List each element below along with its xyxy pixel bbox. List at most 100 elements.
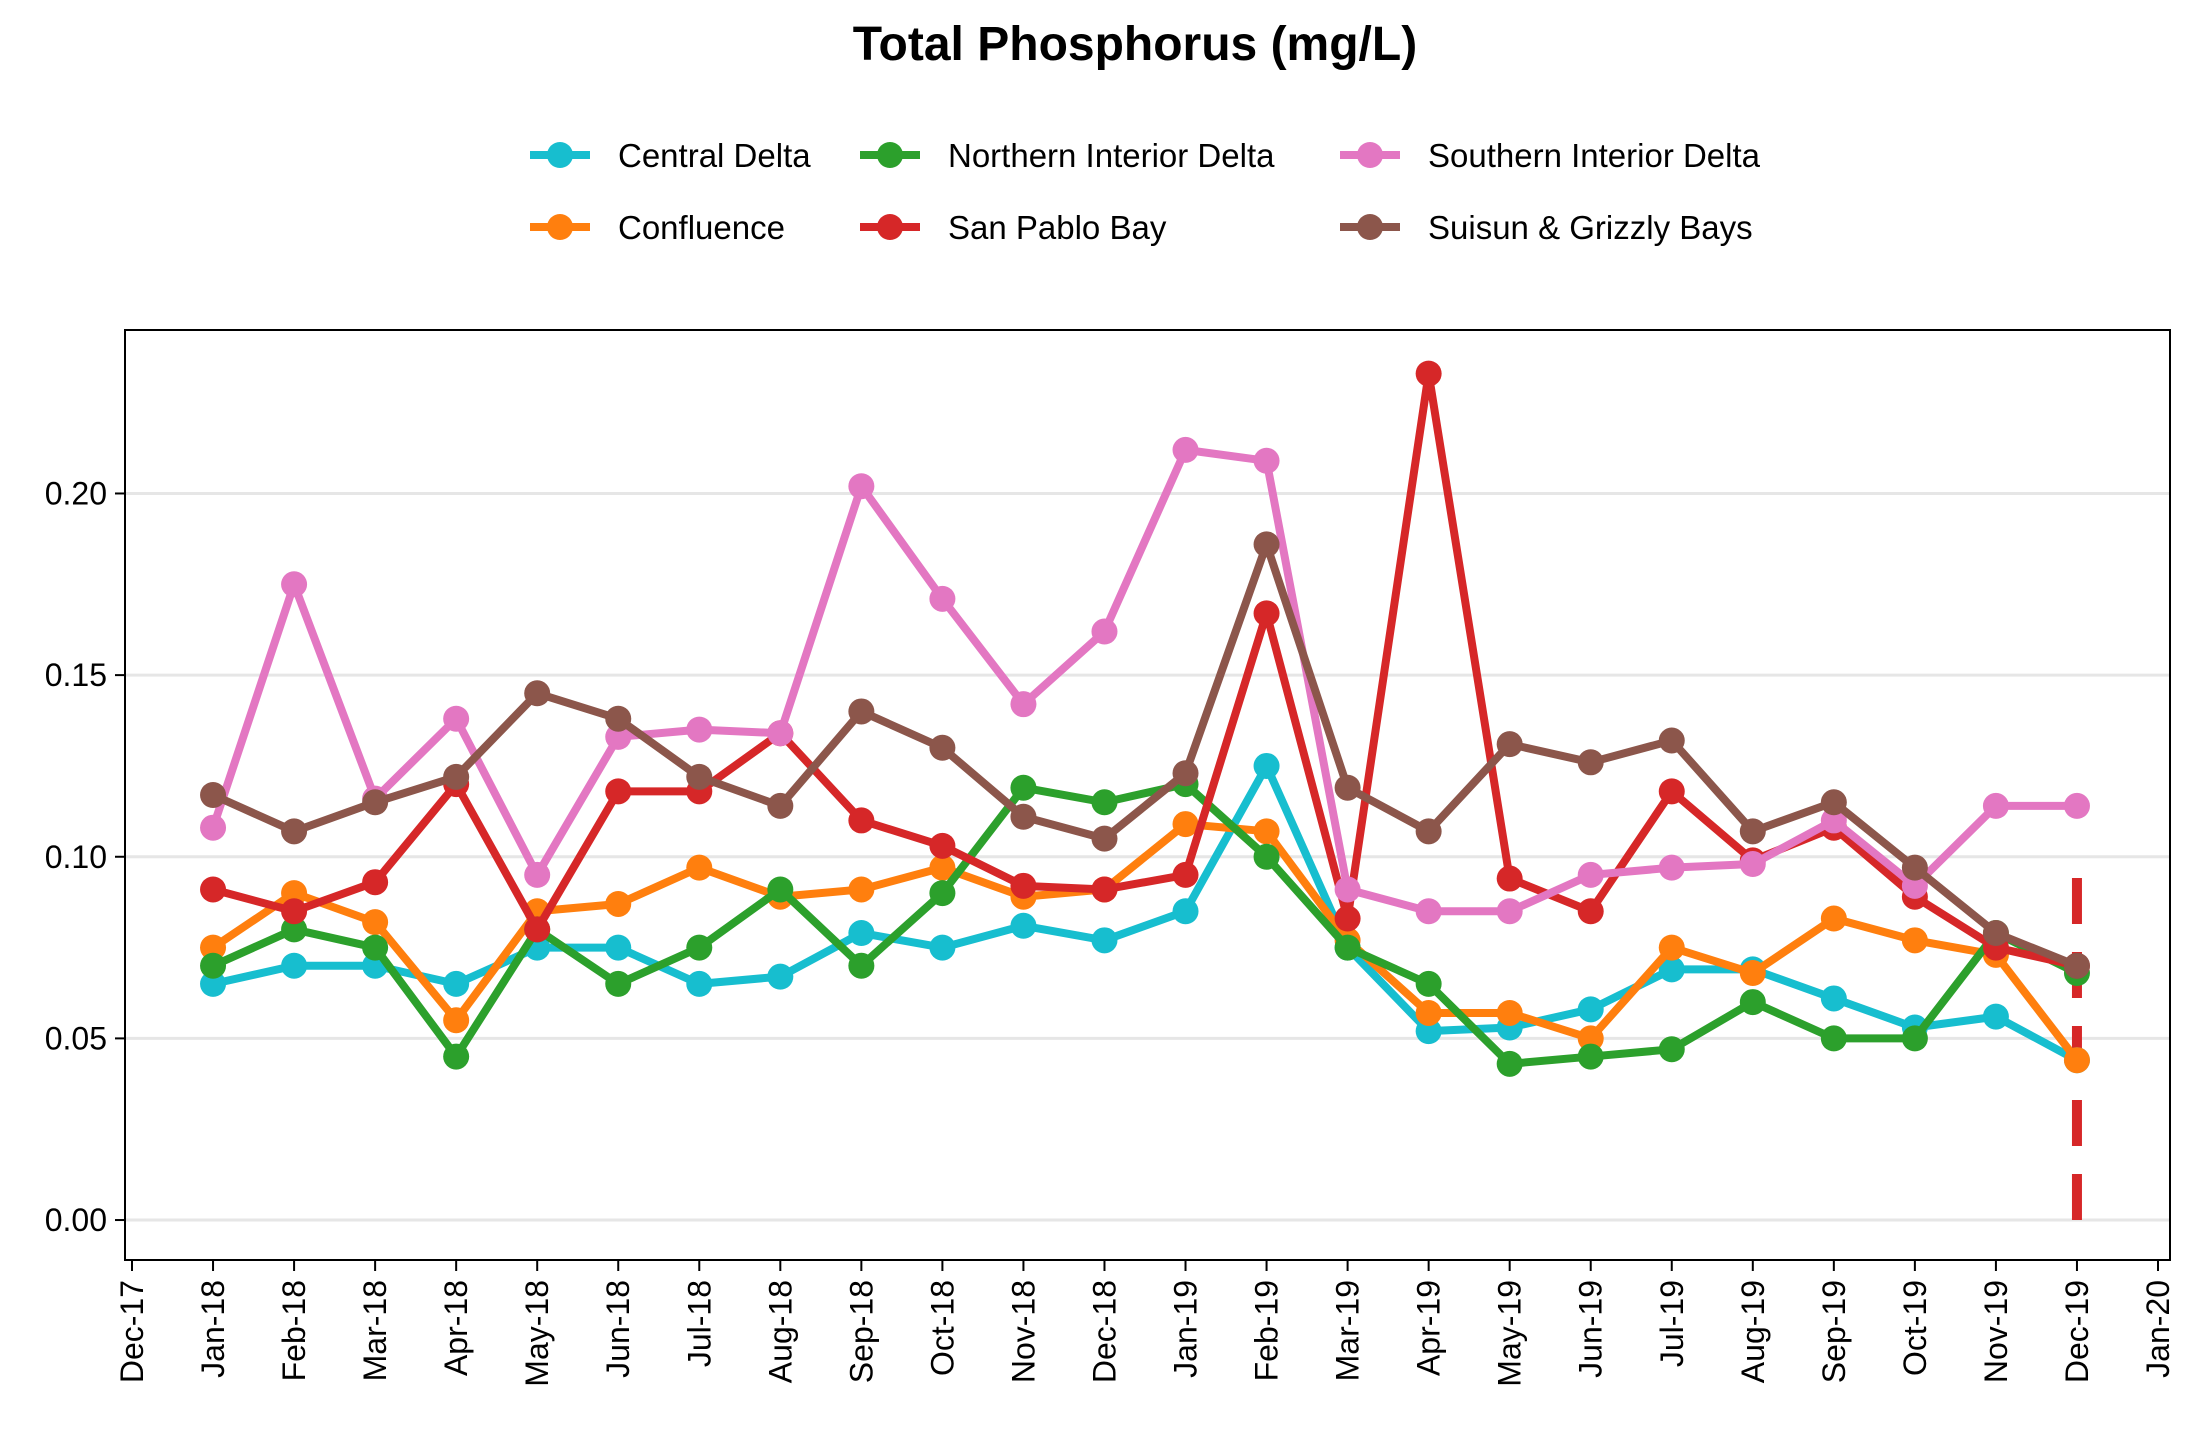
data-point [848, 876, 875, 903]
data-point [848, 807, 875, 834]
data-point [1820, 985, 1847, 1012]
data-point [1010, 774, 1037, 801]
data-point [1496, 865, 1523, 892]
x-tick-label: Mar-19 [1330, 1280, 1366, 1381]
data-point [848, 698, 875, 725]
series-5 [200, 531, 2090, 979]
legend-item: San Pablo Bay [860, 209, 1167, 246]
legend-point-swatch [877, 214, 903, 240]
data-point [200, 876, 227, 903]
x-tick-label: Jun-18 [600, 1280, 636, 1378]
x-tick-label: Jun-19 [1573, 1280, 1609, 1378]
data-point [686, 934, 713, 961]
x-tick-label: Jan-19 [1168, 1280, 1204, 1378]
data-point [605, 934, 632, 961]
data-point [1982, 1003, 2009, 1030]
data-point [200, 814, 227, 841]
x-tick-label: Jul-19 [1654, 1280, 1690, 1367]
x-tick-label: Feb-19 [1249, 1280, 1285, 1381]
x-tick-label: Feb-18 [276, 1280, 312, 1381]
legend-point-swatch [547, 142, 573, 168]
data-point [1496, 999, 1523, 1026]
data-point [281, 916, 308, 943]
data-point [1091, 927, 1118, 954]
y-tick-label: 0.05 [45, 1020, 107, 1056]
data-point [1739, 989, 1766, 1016]
x-tick-label: Dec-17 [114, 1280, 150, 1383]
legend-point-swatch [877, 142, 903, 168]
data-point [2063, 1047, 2090, 1074]
series-line [209, 445, 2081, 916]
data-point [686, 970, 713, 997]
data-point [1901, 927, 1928, 954]
legend-label: Northern Interior Delta [948, 137, 1275, 174]
data-point [605, 778, 632, 805]
data-point [1496, 898, 1523, 925]
data-point [443, 1043, 470, 1070]
data-point [1739, 960, 1766, 987]
data-point [605, 723, 632, 750]
data-point [929, 734, 956, 761]
data-point [281, 880, 308, 907]
data-point [443, 705, 470, 732]
data-point [1010, 912, 1037, 939]
data-point [1334, 876, 1361, 903]
data-point [1577, 1043, 1604, 1070]
data-point [1577, 749, 1604, 776]
x-tick-label: Dec-19 [2059, 1280, 2095, 1383]
y-tick-label: 0.00 [45, 1202, 107, 1238]
data-point [767, 963, 794, 990]
data-point [1334, 774, 1361, 801]
data-point [1091, 618, 1118, 645]
x-tick-label: Aug-18 [762, 1280, 798, 1383]
legend-point-swatch [547, 214, 573, 240]
data-point [1172, 861, 1199, 888]
data-point [1820, 1025, 1847, 1052]
data-point [281, 818, 308, 845]
data-point [200, 782, 227, 808]
series-2 [200, 771, 2090, 1077]
data-point [605, 890, 632, 917]
x-tick-label: May-19 [1492, 1280, 1528, 1387]
legend-label: Southern Interior Delta [1428, 137, 1761, 174]
legend-point-swatch [1357, 214, 1383, 240]
legend: Central Delta Confluence Northern Interior… [530, 137, 1761, 246]
data-point [848, 920, 875, 947]
data-point [281, 898, 308, 925]
data-point [1091, 789, 1118, 816]
data-point [281, 571, 308, 598]
data-point [1577, 861, 1604, 888]
data-point [524, 861, 551, 888]
x-tick-label: Oct-19 [1897, 1280, 1933, 1376]
data-point [1658, 854, 1685, 881]
x-tick-label: Apr-18 [438, 1280, 474, 1376]
data-point [443, 763, 470, 790]
data-point [1577, 996, 1604, 1023]
data-point [1253, 818, 1280, 845]
data-point [443, 970, 470, 997]
series-layer [200, 360, 2090, 1077]
data-point [200, 970, 227, 997]
data-point [1172, 898, 1199, 925]
legend-label: Central Delta [618, 137, 811, 174]
plot-panel-border [124, 329, 2171, 1261]
data-point [1820, 807, 1847, 834]
x-tick-label: Dec-18 [1086, 1280, 1122, 1383]
x-tick-label: May-18 [519, 1280, 555, 1387]
legend-point-swatch [1357, 142, 1383, 168]
series-1 [200, 811, 2090, 1074]
data-point [929, 880, 956, 907]
series-line [209, 369, 2081, 970]
data-point [1739, 818, 1766, 845]
data-point [1253, 600, 1280, 627]
data-point [605, 705, 632, 732]
legend-item: Central Delta [530, 137, 811, 174]
data-point [767, 876, 794, 903]
data-point [1253, 752, 1280, 779]
x-tick-label: Nov-18 [1005, 1280, 1041, 1383]
data-point [524, 916, 551, 943]
data-point [1658, 934, 1685, 961]
data-point [362, 869, 389, 896]
